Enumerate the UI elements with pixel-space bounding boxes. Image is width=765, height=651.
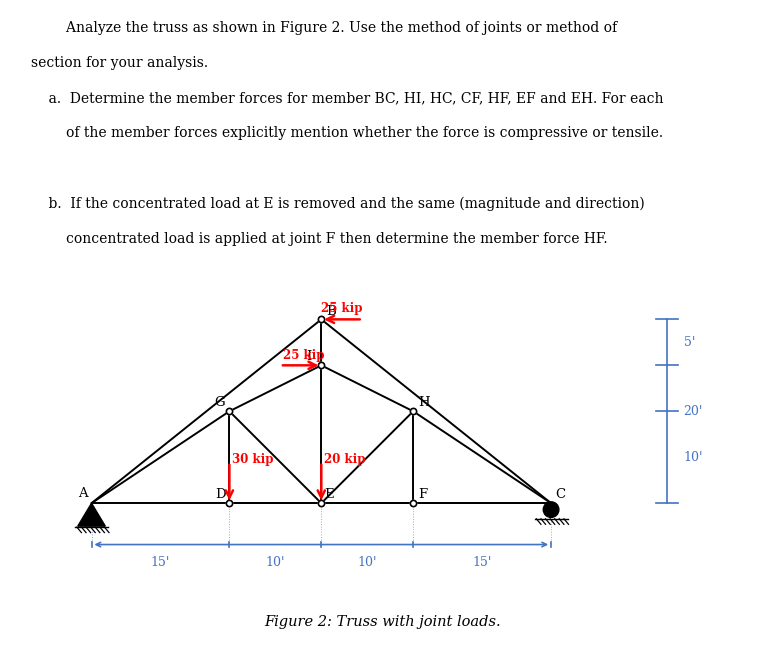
Text: of the member forces explicitly mention whether the force is compressive or tens: of the member forces explicitly mention … (31, 126, 662, 141)
Text: C: C (555, 488, 566, 501)
Text: I: I (307, 350, 312, 363)
Text: G: G (215, 396, 226, 409)
Text: 15': 15' (473, 555, 492, 568)
Text: 20 kip: 20 kip (324, 454, 366, 466)
Text: section for your analysis.: section for your analysis. (31, 56, 208, 70)
Polygon shape (78, 503, 106, 526)
Text: 15': 15' (151, 555, 170, 568)
Text: H: H (418, 396, 429, 409)
Text: 25 kip: 25 kip (283, 349, 324, 362)
Text: 10': 10' (357, 555, 377, 568)
Text: Figure 2: Truss with joint loads.: Figure 2: Truss with joint loads. (264, 615, 501, 629)
Text: 5': 5' (684, 336, 695, 349)
Text: Analyze the truss as shown in Figure 2. Use the method of joints or method of: Analyze the truss as shown in Figure 2. … (31, 21, 617, 35)
Circle shape (543, 502, 559, 518)
Text: 10': 10' (265, 555, 285, 568)
Text: concentrated load is applied at joint F then determine the member force HF.: concentrated load is applied at joint F … (31, 232, 607, 246)
Text: 25 kip: 25 kip (321, 302, 363, 315)
Text: 20': 20' (684, 405, 703, 418)
Text: b.  If the concentrated load at E is removed and the same (magnitude and directi: b. If the concentrated load at E is remo… (31, 197, 644, 211)
Text: a.  Determine the member forces for member BC, HI, HC, CF, HF, EF and EH. For ea: a. Determine the member forces for membe… (31, 91, 663, 105)
Text: 30 kip: 30 kip (232, 454, 274, 466)
Text: B: B (326, 305, 336, 318)
Text: F: F (418, 488, 427, 501)
Text: E: E (324, 488, 334, 501)
Text: D: D (216, 488, 226, 501)
Text: A: A (78, 488, 87, 501)
Text: 10': 10' (684, 450, 703, 464)
